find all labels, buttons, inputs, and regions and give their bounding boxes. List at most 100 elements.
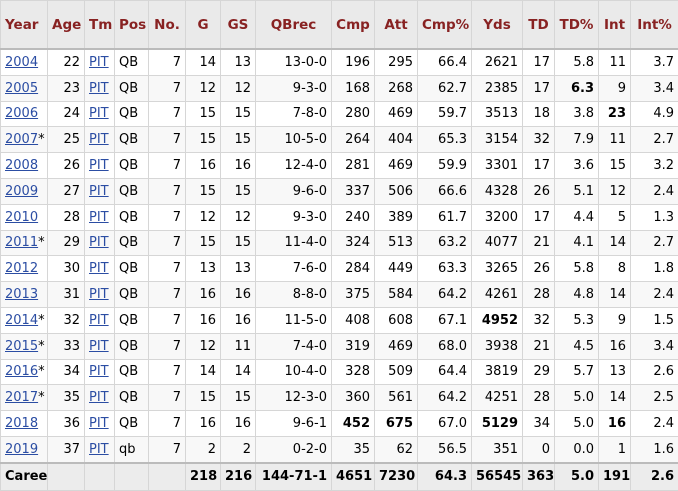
year-link[interactable]: 2009 <box>5 184 38 199</box>
year-link[interactable]: 2015 <box>5 339 38 354</box>
interceptions-cell: 13 <box>599 359 631 385</box>
year-link[interactable]: 2008 <box>5 158 38 173</box>
attempts-cell: 608 <box>375 307 418 333</box>
age-cell: 33 <box>48 333 85 359</box>
year-link[interactable]: 2016 <box>5 364 38 379</box>
team-link[interactable]: PIT <box>89 339 109 354</box>
column-header-interceptions[interactable]: Int <box>599 1 631 50</box>
attempts-cell: 561 <box>375 385 418 411</box>
team-link[interactable]: PIT <box>89 364 109 379</box>
year-link[interactable]: 2019 <box>5 442 38 457</box>
column-header-position[interactable]: Pos <box>115 1 149 50</box>
yards-cell: 3265 <box>472 256 523 282</box>
games-cell: 14 <box>186 49 221 75</box>
year-link[interactable]: 2005 <box>5 81 38 96</box>
position-cell: QB <box>115 359 149 385</box>
touchdowns-cell: 17 <box>523 75 555 101</box>
year-link[interactable]: 2012 <box>5 261 38 276</box>
career-number <box>149 463 186 491</box>
touchdown-pct-cell: 5.0 <box>555 385 599 411</box>
column-header-year[interactable]: Year <box>1 1 48 50</box>
interception-pct-cell: 3.7 <box>631 49 678 75</box>
games-cell: 15 <box>186 230 221 256</box>
team-link[interactable]: PIT <box>89 184 109 199</box>
games-started-cell: 13 <box>221 256 256 282</box>
number-cell: 7 <box>149 204 186 230</box>
team-link[interactable]: PIT <box>89 235 109 250</box>
interception-pct-cell: 2.4 <box>631 282 678 308</box>
team-link[interactable]: PIT <box>89 55 109 70</box>
team-link[interactable]: PIT <box>89 416 109 431</box>
team-link[interactable]: PIT <box>89 106 109 121</box>
year-link[interactable]: 2014 <box>5 313 38 328</box>
touchdown-pct-cell: 4.1 <box>555 230 599 256</box>
column-header-touchdown-pct[interactable]: TD% <box>555 1 599 50</box>
column-header-qb-record[interactable]: QBrec <box>256 1 332 50</box>
team-link[interactable]: PIT <box>89 132 109 147</box>
yards-cell: 4952 <box>472 307 523 333</box>
column-header-team[interactable]: Tm <box>85 1 115 50</box>
team-link[interactable]: PIT <box>89 287 109 302</box>
completion-pct-cell: 63.2 <box>418 230 472 256</box>
team-link[interactable]: PIT <box>89 210 109 225</box>
column-header-yards[interactable]: Yds <box>472 1 523 50</box>
age-cell: 31 <box>48 282 85 308</box>
column-header-games-started[interactable]: GS <box>221 1 256 50</box>
year-link[interactable]: 2007 <box>5 132 38 147</box>
year-link[interactable]: 2011 <box>5 235 38 250</box>
year-link[interactable]: 2017 <box>5 390 38 405</box>
team-cell: PIT <box>85 49 115 75</box>
position-cell: QB <box>115 101 149 127</box>
interception-pct-cell: 1.8 <box>631 256 678 282</box>
team-link[interactable]: PIT <box>89 442 109 457</box>
year-link[interactable]: 2013 <box>5 287 38 302</box>
interception-pct-cell: 3.4 <box>631 75 678 101</box>
team-link[interactable]: PIT <box>89 158 109 173</box>
team-link[interactable]: PIT <box>89 390 109 405</box>
games-cell: 16 <box>186 282 221 308</box>
column-header-touchdowns[interactable]: TD <box>523 1 555 50</box>
column-header-games[interactable]: G <box>186 1 221 50</box>
team-link[interactable]: PIT <box>89 261 109 276</box>
pro-bowl-marker: * <box>38 390 45 405</box>
attempts-cell: 675 <box>375 411 418 437</box>
team-link[interactable]: PIT <box>89 313 109 328</box>
column-header-completions[interactable]: Cmp <box>332 1 375 50</box>
year-cell: 2010 <box>1 204 48 230</box>
age-cell: 24 <box>48 101 85 127</box>
team-link[interactable]: PIT <box>89 81 109 96</box>
year-link[interactable]: 2018 <box>5 416 38 431</box>
column-header-interception-pct[interactable]: Int% <box>631 1 678 50</box>
touchdown-pct-cell: 5.8 <box>555 49 599 75</box>
touchdowns-cell: 21 <box>523 333 555 359</box>
attempts-cell: 62 <box>375 436 418 462</box>
yards-cell: 3200 <box>472 204 523 230</box>
column-header-number[interactable]: No. <box>149 1 186 50</box>
column-header-completion-pct[interactable]: Cmp% <box>418 1 472 50</box>
interception-pct-cell: 2.6 <box>631 359 678 385</box>
career-touchdowns: 363 <box>523 463 555 491</box>
games-started-cell: 12 <box>221 204 256 230</box>
year-link[interactable]: 2010 <box>5 210 38 225</box>
touchdown-pct-cell: 3.8 <box>555 101 599 127</box>
attempts-cell: 295 <box>375 49 418 75</box>
column-header-age[interactable]: Age <box>48 1 85 50</box>
position-cell: QB <box>115 385 149 411</box>
year-link[interactable]: 2006 <box>5 106 38 121</box>
year-link[interactable]: 2004 <box>5 55 38 70</box>
completion-pct-cell: 66.6 <box>418 178 472 204</box>
team-cell: PIT <box>85 333 115 359</box>
games-started-cell: 16 <box>221 153 256 179</box>
column-header-attempts[interactable]: Att <box>375 1 418 50</box>
year-cell: 2013 <box>1 282 48 308</box>
interceptions-cell: 14 <box>599 385 631 411</box>
interceptions-cell: 16 <box>599 333 631 359</box>
age-cell: 36 <box>48 411 85 437</box>
team-cell: PIT <box>85 359 115 385</box>
